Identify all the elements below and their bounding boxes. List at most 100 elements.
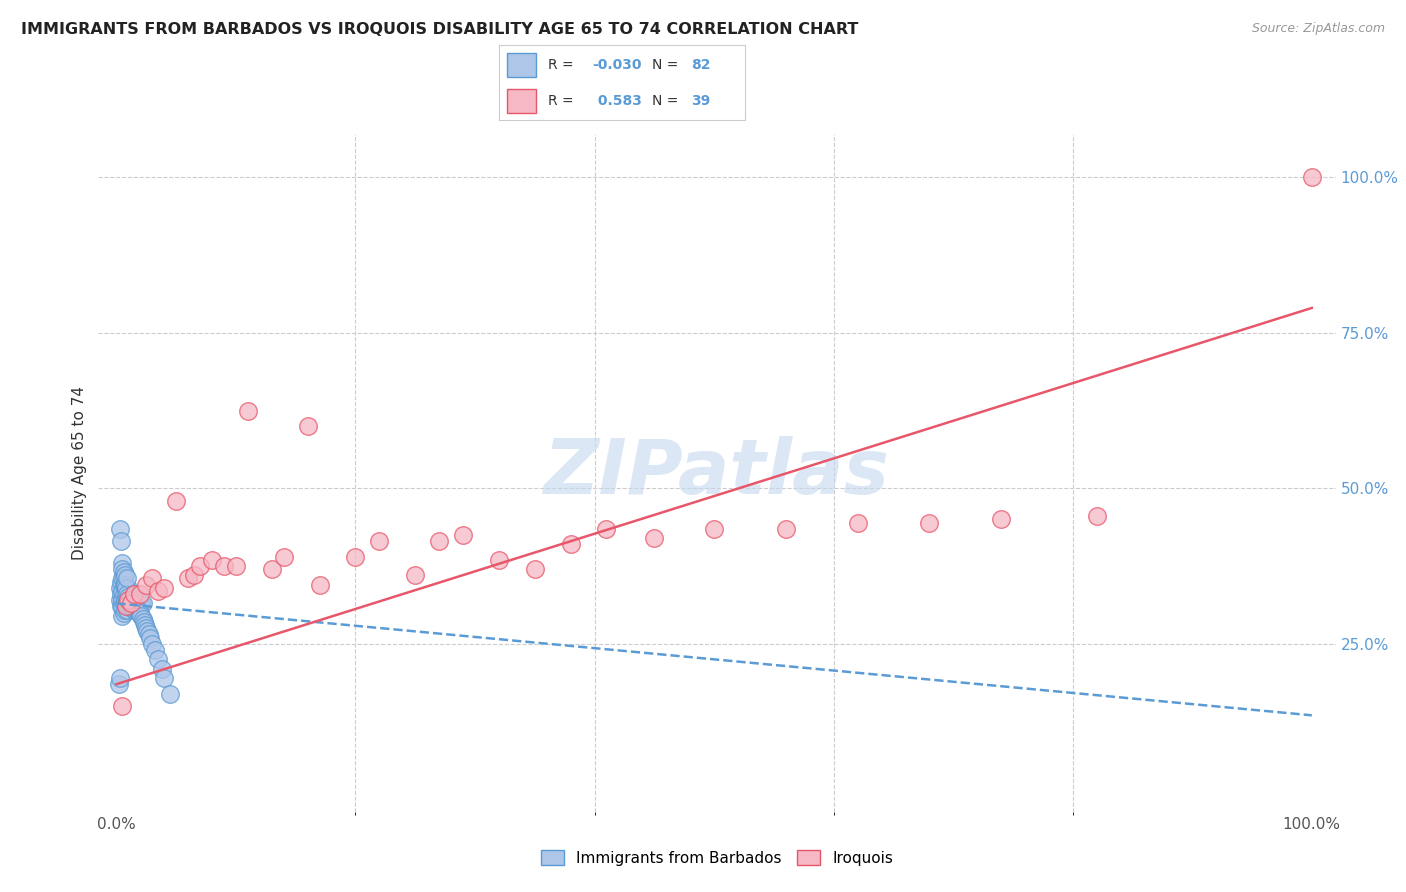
Point bbox=[114, 593, 136, 607]
Point bbox=[115, 590, 138, 604]
Point bbox=[122, 599, 145, 614]
Point bbox=[139, 631, 162, 645]
Point bbox=[846, 516, 869, 530]
Point bbox=[1301, 170, 1323, 185]
Point bbox=[124, 599, 146, 614]
Text: R =: R = bbox=[548, 58, 574, 72]
Point bbox=[703, 522, 725, 536]
Point bbox=[110, 534, 132, 549]
Point bbox=[148, 583, 170, 598]
Point bbox=[115, 587, 138, 601]
Point bbox=[117, 593, 139, 607]
Point bbox=[488, 553, 510, 567]
Point bbox=[165, 493, 187, 508]
Point bbox=[141, 637, 163, 651]
Point bbox=[134, 618, 156, 632]
Point bbox=[111, 572, 134, 586]
Point bbox=[117, 590, 139, 604]
Point bbox=[131, 612, 153, 626]
Text: 82: 82 bbox=[692, 58, 710, 72]
Point bbox=[451, 528, 474, 542]
Point bbox=[138, 627, 160, 641]
Point bbox=[136, 624, 159, 639]
Point bbox=[115, 572, 138, 586]
Point bbox=[260, 562, 283, 576]
Point bbox=[121, 599, 143, 614]
Point bbox=[111, 599, 134, 614]
Point bbox=[115, 599, 138, 614]
Point bbox=[115, 602, 138, 616]
Point bbox=[114, 578, 136, 592]
Point bbox=[111, 698, 134, 713]
Point bbox=[212, 559, 235, 574]
Point bbox=[560, 537, 582, 551]
Point bbox=[115, 581, 138, 595]
Point bbox=[225, 559, 247, 574]
Text: 39: 39 bbox=[692, 94, 710, 108]
Text: N =: N = bbox=[652, 58, 678, 72]
Point bbox=[115, 583, 138, 598]
Point bbox=[143, 643, 166, 657]
Point bbox=[108, 581, 131, 595]
Point bbox=[120, 596, 142, 610]
Point bbox=[427, 534, 450, 549]
Point bbox=[129, 587, 152, 601]
Point bbox=[150, 662, 173, 676]
Point bbox=[124, 602, 146, 616]
Point bbox=[117, 581, 139, 595]
Point bbox=[115, 593, 138, 607]
Point bbox=[131, 596, 153, 610]
Point bbox=[201, 553, 224, 567]
Point bbox=[129, 606, 152, 620]
Point bbox=[135, 621, 157, 635]
Point bbox=[188, 559, 211, 574]
Point bbox=[115, 599, 138, 614]
Point bbox=[177, 572, 200, 586]
Point bbox=[523, 562, 546, 576]
Point bbox=[114, 602, 136, 616]
Point bbox=[112, 606, 135, 620]
Point bbox=[236, 403, 259, 417]
Point bbox=[125, 602, 148, 616]
Point bbox=[117, 590, 139, 604]
Bar bbox=[506, 88, 536, 112]
Legend: Immigrants from Barbados, Iroquois: Immigrants from Barbados, Iroquois bbox=[536, 844, 898, 871]
Text: -0.030: -0.030 bbox=[593, 58, 643, 72]
Point bbox=[118, 590, 141, 604]
Point bbox=[125, 596, 148, 610]
Point bbox=[127, 596, 149, 610]
Point bbox=[183, 568, 205, 582]
Point bbox=[990, 512, 1012, 526]
Point bbox=[131, 608, 153, 623]
Point bbox=[111, 556, 134, 570]
Text: ZIPatlas: ZIPatlas bbox=[544, 436, 890, 509]
Point bbox=[120, 599, 142, 614]
Point bbox=[112, 587, 135, 601]
Point bbox=[918, 516, 941, 530]
Point bbox=[131, 596, 153, 610]
Point bbox=[153, 581, 176, 595]
Text: N =: N = bbox=[652, 94, 678, 108]
Point bbox=[111, 562, 134, 576]
Point bbox=[111, 593, 134, 607]
Point bbox=[112, 596, 135, 610]
Point bbox=[344, 549, 367, 564]
Point bbox=[108, 593, 131, 607]
Point bbox=[127, 602, 149, 616]
Point bbox=[159, 687, 181, 701]
Point bbox=[775, 522, 797, 536]
Point bbox=[124, 593, 146, 607]
Point bbox=[121, 599, 143, 614]
Point bbox=[404, 568, 426, 582]
Point bbox=[110, 599, 132, 614]
Point bbox=[129, 596, 152, 610]
Point bbox=[128, 596, 150, 610]
Point bbox=[110, 587, 132, 601]
Point bbox=[114, 568, 136, 582]
Point bbox=[135, 578, 157, 592]
Point bbox=[120, 596, 142, 610]
Point bbox=[121, 590, 143, 604]
Point bbox=[308, 578, 330, 592]
Y-axis label: Disability Age 65 to 74: Disability Age 65 to 74 bbox=[72, 385, 87, 560]
Point bbox=[643, 531, 665, 545]
